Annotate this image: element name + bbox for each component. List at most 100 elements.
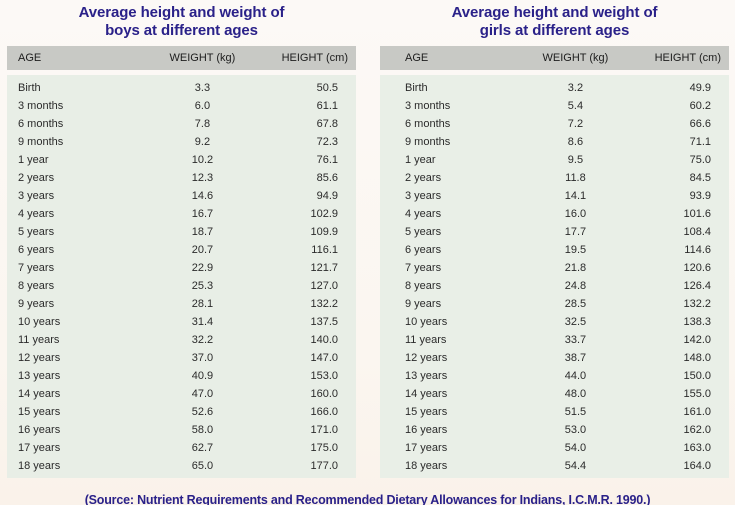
weight-cell: 62.7 <box>191 442 214 454</box>
height-cell: 162.0 <box>683 424 711 436</box>
height-cell: 150.0 <box>683 370 711 382</box>
boys-title-line1: Average height and weight of <box>78 4 285 21</box>
weight-cell: 52.6 <box>191 406 214 418</box>
height-cell: 153.0 <box>310 370 338 382</box>
weight-cell: 51.5 <box>564 406 587 418</box>
height-cell: 109.9 <box>310 226 338 238</box>
age-cell: 17 years <box>18 442 61 454</box>
table-row: 15 years 51.5 161.0 <box>380 403 729 421</box>
age-cell: Birth <box>18 82 41 94</box>
weight-cell: 54.4 <box>564 460 587 472</box>
weight-cell: 21.8 <box>564 262 587 274</box>
weight-cell: 7.2 <box>567 118 584 130</box>
age-cell: 1 year <box>405 154 436 166</box>
table-row: 9 months 9.2 72.3 <box>7 133 356 151</box>
table-row: 9 years 28.5 132.2 <box>380 295 729 313</box>
table-row: 4 years 16.0 101.6 <box>380 205 729 223</box>
weight-cell: 20.7 <box>191 244 214 256</box>
boys-age-column-header: AGE <box>18 52 42 64</box>
source-citation: (Source: Nutrient Requirements and Recom… <box>84 493 651 505</box>
age-cell: 3 months <box>405 100 451 112</box>
height-cell: 101.6 <box>683 208 711 220</box>
height-cell: 93.9 <box>689 190 711 202</box>
age-cell: 4 years <box>18 208 55 220</box>
height-cell: 161.0 <box>683 406 711 418</box>
girls-weight-column-header: WEIGHT (kg) <box>542 52 609 64</box>
table-row: 10 years 32.5 138.3 <box>380 313 729 331</box>
weight-cell: 48.0 <box>564 388 587 400</box>
age-cell: 11 years <box>18 334 60 346</box>
age-cell: 6 months <box>18 118 64 130</box>
girls-table-title: Average height and weight of girls at dif… <box>380 4 729 41</box>
height-cell: 166.0 <box>310 406 338 418</box>
weight-cell: 3.3 <box>194 82 211 94</box>
weight-cell: 19.5 <box>564 244 587 256</box>
boys-title-line2: boys at different ages <box>105 22 258 39</box>
table-row: 7 years 22.9 121.7 <box>7 259 356 277</box>
weight-cell: 25.3 <box>191 280 214 292</box>
girls-title-line2: girls at different ages <box>479 22 630 39</box>
table-row: 12 years 38.7 148.0 <box>380 349 729 367</box>
weight-cell: 16.0 <box>564 208 587 220</box>
weight-cell: 16.7 <box>191 208 214 220</box>
weight-cell: 3.2 <box>567 82 584 94</box>
height-cell: 121.7 <box>310 262 338 274</box>
height-cell: 155.0 <box>683 388 711 400</box>
girls-height-column-header: HEIGHT (cm) <box>654 52 721 64</box>
height-cell: 126.4 <box>683 280 711 292</box>
age-cell: 18 years <box>405 460 448 472</box>
table-row: 6 months 7.2 66.6 <box>380 115 729 133</box>
age-cell: 18 years <box>18 460 61 472</box>
boys-table-body: Birth 3.3 50.5 3 months 6.0 61.1 6 months 7.8 67… <box>7 75 356 478</box>
height-cell: 140.0 <box>310 334 338 346</box>
weight-cell: 9.5 <box>567 154 584 166</box>
table-row: 16 years 58.0 171.0 <box>7 421 356 439</box>
age-cell: 2 years <box>18 172 55 184</box>
table-row: 12 years 37.0 147.0 <box>7 349 356 367</box>
weight-cell: 32.5 <box>564 316 587 328</box>
weight-cell: 14.1 <box>564 190 587 202</box>
table-row: 16 years 53.0 162.0 <box>380 421 729 439</box>
height-cell: 132.2 <box>310 298 338 310</box>
weight-cell: 5.4 <box>567 100 584 112</box>
tables-layout: Average height and weight of boys at diff… <box>7 4 729 478</box>
table-row: 14 years 47.0 160.0 <box>7 385 356 403</box>
height-cell: 138.3 <box>683 316 711 328</box>
age-cell: 9 years <box>405 298 442 310</box>
table-row: 11 years 33.7 142.0 <box>380 331 729 349</box>
height-cell: 160.0 <box>310 388 338 400</box>
height-cell: 75.0 <box>689 154 711 166</box>
age-cell: 4 years <box>405 208 442 220</box>
age-cell: 14 years <box>405 388 448 400</box>
age-cell: 14 years <box>18 388 61 400</box>
weight-cell: 28.1 <box>191 298 214 310</box>
table-row: 1 year 10.2 76.1 <box>7 151 356 169</box>
table-row: 8 years 24.8 126.4 <box>380 277 729 295</box>
weight-cell: 24.8 <box>564 280 587 292</box>
weight-cell: 33.7 <box>564 334 587 346</box>
boys-weight-column-header: WEIGHT (kg) <box>169 52 236 64</box>
age-cell: 7 years <box>18 262 55 274</box>
age-cell: 8 years <box>405 280 442 292</box>
weight-cell: 7.8 <box>194 118 211 130</box>
table-row: 3 years 14.1 93.9 <box>380 187 729 205</box>
weight-cell: 22.9 <box>191 262 214 274</box>
table-row: 6 years 19.5 114.6 <box>380 241 729 259</box>
weight-cell: 6.0 <box>194 100 211 112</box>
age-cell: 9 years <box>18 298 55 310</box>
table-row: 2 years 11.8 84.5 <box>380 169 729 187</box>
height-cell: 120.6 <box>683 262 711 274</box>
weight-cell: 32.2 <box>191 334 214 346</box>
table-row: 5 years 18.7 109.9 <box>7 223 356 241</box>
boys-table-header: AGE WEIGHT (kg) HEIGHT (cm) <box>7 46 356 70</box>
height-cell: 102.9 <box>310 208 338 220</box>
table-row: 9 years 28.1 132.2 <box>7 295 356 313</box>
height-cell: 142.0 <box>683 334 711 346</box>
age-cell: 2 years <box>405 172 442 184</box>
height-cell: 114.6 <box>684 244 711 256</box>
height-cell: 171.0 <box>310 424 338 436</box>
age-cell: 16 years <box>18 424 61 436</box>
table-row: 18 years 65.0 177.0 <box>7 457 356 475</box>
table-row: 7 years 21.8 120.6 <box>380 259 729 277</box>
height-cell: 164.0 <box>683 460 711 472</box>
